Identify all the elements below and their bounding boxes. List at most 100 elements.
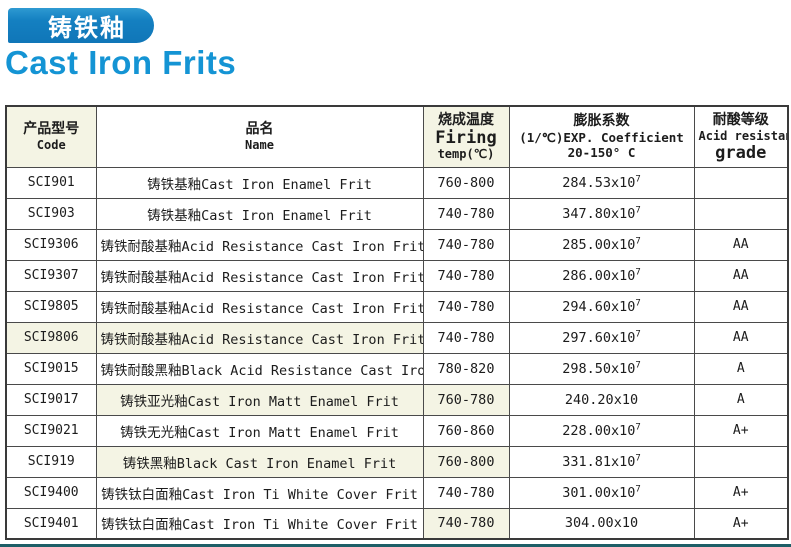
table-row: SCI9307 铸铁耐酸基釉Acid Resistance Cast Iron F…: [5, 259, 789, 292]
exponent: 7: [635, 174, 641, 184]
table-row: SCI9401 铸铁钛白面釉Cast Iron Ti White Cover Fr…: [5, 507, 789, 540]
table-row: SCI9400 铸铁钛白面釉Cast Iron Ti White Cover Fr…: [5, 476, 789, 509]
exponent: 7: [635, 453, 641, 463]
header-acid-en: Acid resistance: [698, 128, 788, 143]
grade-cell: AA: [693, 228, 789, 261]
grade-cell: A: [693, 383, 789, 416]
table-row: SCI9017 铸铁亚光釉Cast Iron Matt Enamel Frit 76…: [5, 383, 789, 416]
name-cell: 铸铁基釉Cast Iron Enamel Frit: [95, 197, 424, 230]
name-cell: 铸铁钛白面釉Cast Iron Ti White Cover Frit: [95, 476, 424, 509]
code-cell: SCI9017: [5, 383, 97, 416]
expansion-cell: 284.53x107: [508, 166, 695, 199]
table-row: SCI9015 铸铁耐酸黑釉Black Acid Resistance Cast …: [5, 352, 789, 385]
code-cell: SCI901: [5, 166, 97, 199]
header-code-zh: 产品型号: [23, 120, 80, 137]
header-acid-zh: 耐酸等级: [712, 111, 769, 128]
expansion-cell: 304.00x10: [508, 507, 695, 540]
code-cell: SCI9015: [5, 352, 97, 385]
table-row: SCI919 铸铁黑釉Black Cast Iron Enamel Frit 760…: [5, 445, 789, 478]
firing-cell: 740-780: [422, 321, 510, 354]
grade-cell: AA: [693, 259, 789, 292]
grade-cell: AA: [693, 321, 789, 354]
firing-cell: 740-780: [422, 259, 510, 292]
header-expansion-zh: 膨胀系数: [573, 113, 630, 130]
firing-cell: 760-860: [422, 414, 510, 447]
grade-cell: [693, 166, 789, 199]
table-row: SCI9021 铸铁无光釉Cast Iron Matt Enamel Frit 76…: [5, 414, 789, 447]
firing-cell: 740-780: [422, 197, 510, 230]
name-cell: 铸铁耐酸基釉Acid Resistance Cast Iron Frit: [95, 228, 424, 261]
table-row: SCI9306 铸铁耐酸基釉Acid Resistance Cast Iron F…: [5, 228, 789, 261]
bottom-bar: [0, 544, 791, 547]
code-cell: SCI9021: [5, 414, 97, 447]
firing-cell: 760-800: [422, 166, 510, 199]
name-cell: 铸铁耐酸基釉Acid Resistance Cast Iron Frit: [95, 259, 424, 292]
code-cell: SCI9307: [5, 259, 97, 292]
name-cell: 铸铁亚光釉Cast Iron Matt Enamel Frit: [95, 383, 424, 416]
firing-cell: 740-780: [422, 290, 510, 323]
name-cell: 铸铁黑釉Black Cast Iron Enamel Frit: [95, 445, 424, 478]
firing-cell: 740-780: [422, 507, 510, 540]
table-row: SCI9805 铸铁耐酸基釉Acid Resistance Cast Iron F…: [5, 290, 789, 323]
header-expansion-en: (1/℃)EXP. Coefficient: [519, 130, 684, 146]
frits-table-head: 产品型号 Code 品名 Name 烧成温度 Firing temp(℃) 膨胀…: [5, 105, 789, 168]
header-firing-en: Firing: [435, 127, 497, 148]
expansion-cell: 285.00x107: [508, 228, 695, 261]
code-cell: SCI9805: [5, 290, 97, 323]
expansion-cell: 331.81x107: [508, 445, 695, 478]
table-row: SCI9806 铸铁耐酸基釉Acid Resistance Cast Iron F…: [5, 321, 789, 354]
code-cell: SCI903: [5, 197, 97, 230]
expansion-cell: 297.60x107: [508, 321, 695, 354]
exponent: 7: [635, 205, 641, 215]
exponent: 7: [635, 329, 641, 339]
header-acid-grade: grade: [715, 142, 767, 163]
frits-table: 产品型号 Code 品名 Name 烧成温度 Firing temp(℃) 膨胀…: [5, 105, 789, 540]
header-name-zh: 品名: [245, 120, 274, 137]
frits-table-body: SCI901 铸铁基釉Cast Iron Enamel Frit 760-800 28…: [5, 166, 789, 540]
exponent: 7: [635, 298, 641, 308]
grade-cell: A: [693, 352, 789, 385]
code-cell: SCI919: [5, 445, 97, 478]
header-expansion: 膨胀系数 (1/℃)EXP. Coefficient 20-150° C: [508, 105, 695, 168]
header-code-en: Code: [36, 137, 66, 152]
grade-cell: [693, 445, 789, 478]
grade-cell: A+: [693, 476, 789, 509]
header-expansion-range: 20-150° C: [567, 145, 636, 161]
grade-cell: A+: [693, 414, 789, 447]
name-cell: 铸铁无光釉Cast Iron Matt Enamel Frit: [95, 414, 424, 447]
name-cell: 铸铁耐酸基釉Acid Resistance Cast Iron Frit: [95, 321, 424, 354]
exponent: 7: [635, 236, 641, 246]
exponent: 7: [635, 267, 641, 277]
grade-cell: [693, 197, 789, 230]
expansion-cell: 347.80x107: [508, 197, 695, 230]
firing-cell: 780-820: [422, 352, 510, 385]
name-cell: 铸铁耐酸基釉Acid Resistance Cast Iron Frit: [95, 290, 424, 323]
header-name-en: Name: [245, 137, 274, 152]
exponent: 7: [635, 484, 641, 494]
name-cell: 铸铁钛白面釉Cast Iron Ti White Cover Frit: [95, 507, 424, 540]
code-cell: SCI9306: [5, 228, 97, 261]
expansion-cell: 228.00x107: [508, 414, 695, 447]
section-banner: 铸铁釉: [8, 8, 154, 43]
expansion-cell: 294.60x107: [508, 290, 695, 323]
header-code: 产品型号 Code: [5, 105, 97, 168]
header-firing-unit: temp(℃): [437, 146, 495, 161]
name-cell: 铸铁耐酸黑釉Black Acid Resistance Cast Iron Fr…: [95, 352, 424, 385]
header-name: 品名 Name: [95, 105, 424, 168]
code-cell: SCI9806: [5, 321, 97, 354]
header-row: 产品型号 Code 品名 Name 烧成温度 Firing temp(℃) 膨胀…: [5, 105, 789, 168]
expansion-cell: 298.50x107: [508, 352, 695, 385]
firing-cell: 740-780: [422, 228, 510, 261]
code-cell: SCI9401: [5, 507, 97, 540]
firing-cell: 760-800: [422, 445, 510, 478]
grade-cell: AA: [693, 290, 789, 323]
table-row: SCI903 铸铁基釉Cast Iron Enamel Frit 740-780 34…: [5, 197, 789, 230]
expansion-cell: 301.00x107: [508, 476, 695, 509]
name-cell: 铸铁基釉Cast Iron Enamel Frit: [95, 166, 424, 199]
header-acid: 耐酸等级 Acid resistance grade: [693, 105, 789, 168]
firing-cell: 760-780: [422, 383, 510, 416]
banner-title-zh: 铸铁釉: [48, 14, 126, 42]
code-cell: SCI9400: [5, 476, 97, 509]
expansion-cell: 286.00x107: [508, 259, 695, 292]
table-row: SCI901 铸铁基釉Cast Iron Enamel Frit 760-800 28…: [5, 166, 789, 199]
